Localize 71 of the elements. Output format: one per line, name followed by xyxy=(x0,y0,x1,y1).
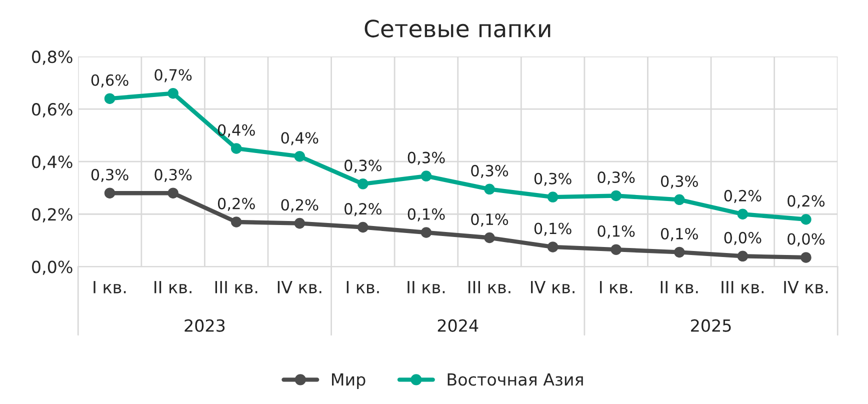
x-tick-label: I кв. xyxy=(94,281,126,294)
data-label: 0,3% xyxy=(534,172,572,186)
data-label: 0,3% xyxy=(471,164,508,178)
x-tick-label: II кв. xyxy=(408,281,445,294)
point xyxy=(168,88,178,99)
point xyxy=(420,227,432,238)
point xyxy=(358,222,368,233)
x-tick-label: I кв. xyxy=(346,281,379,294)
y-tick-label: 0,8% xyxy=(32,50,72,65)
data-label: 0,2% xyxy=(218,198,255,211)
data-label: 0,2% xyxy=(788,195,825,208)
point xyxy=(737,208,748,220)
x-tick-label: I кв. xyxy=(600,281,632,294)
x-tick-label: III кв. xyxy=(468,281,510,294)
point xyxy=(610,190,622,202)
point xyxy=(737,250,748,262)
data-label: 0,1% xyxy=(598,225,635,238)
data-label: 0,4% xyxy=(218,124,255,138)
x-tick-label: III кв. xyxy=(215,281,258,294)
data-label: 0,7% xyxy=(154,69,192,82)
point xyxy=(547,242,558,252)
text: 2025 xyxy=(691,319,731,332)
point xyxy=(610,244,622,255)
x-tick-label: II кв. xyxy=(660,281,698,294)
data-label: 0,3% xyxy=(154,168,192,182)
data-label: 0,3% xyxy=(91,168,128,182)
x-tick-label: IV кв. xyxy=(784,281,828,294)
data-label: 0,4% xyxy=(281,132,318,146)
point xyxy=(104,188,116,198)
legend-label: Восточная Азия xyxy=(448,373,583,386)
data-label: 0,2% xyxy=(724,190,762,203)
data-label: 0,1% xyxy=(408,208,445,222)
point xyxy=(294,150,306,162)
point xyxy=(547,192,558,202)
y-tick-label: 0,6% xyxy=(32,103,72,118)
point xyxy=(674,194,685,206)
x-tick-label: III кв. xyxy=(722,281,764,294)
point xyxy=(800,252,812,263)
data-label: 0,3% xyxy=(660,175,698,189)
data-label: 0,0% xyxy=(724,232,762,246)
point xyxy=(168,188,178,198)
text: 2024 xyxy=(438,319,478,332)
point xyxy=(800,214,812,225)
point xyxy=(294,218,306,229)
point xyxy=(484,232,495,244)
y-tick-label: 0,2% xyxy=(32,208,72,222)
point xyxy=(484,184,495,195)
data-label: 0,2% xyxy=(344,203,382,216)
data-label: 0,3% xyxy=(598,172,635,185)
data-label: 0,1% xyxy=(471,214,508,227)
chart-title: Сетевые папки xyxy=(364,20,550,38)
data-label: 0,0% xyxy=(788,233,825,246)
point xyxy=(358,178,368,190)
point xyxy=(674,246,685,258)
data-label: 0,1% xyxy=(660,228,698,242)
point xyxy=(230,143,242,154)
data-label: 0,3% xyxy=(344,160,382,173)
data-label: 0,6% xyxy=(91,74,128,88)
data-label: 0,1% xyxy=(534,222,572,236)
data-label: 0,3% xyxy=(408,152,445,165)
x-tick-label: IV кв. xyxy=(278,281,322,294)
y-tick-label: 0,4% xyxy=(32,156,72,170)
legend-label: Мир xyxy=(332,373,366,389)
point xyxy=(420,170,432,182)
y-tick-label: 0,0% xyxy=(32,260,72,275)
point xyxy=(104,93,116,104)
x-tick-label: II кв. xyxy=(154,281,192,294)
data-label: 0,2% xyxy=(281,199,318,212)
point xyxy=(230,216,242,228)
x-tick-label: IV кв. xyxy=(531,281,574,294)
text: 2023 xyxy=(184,319,225,332)
